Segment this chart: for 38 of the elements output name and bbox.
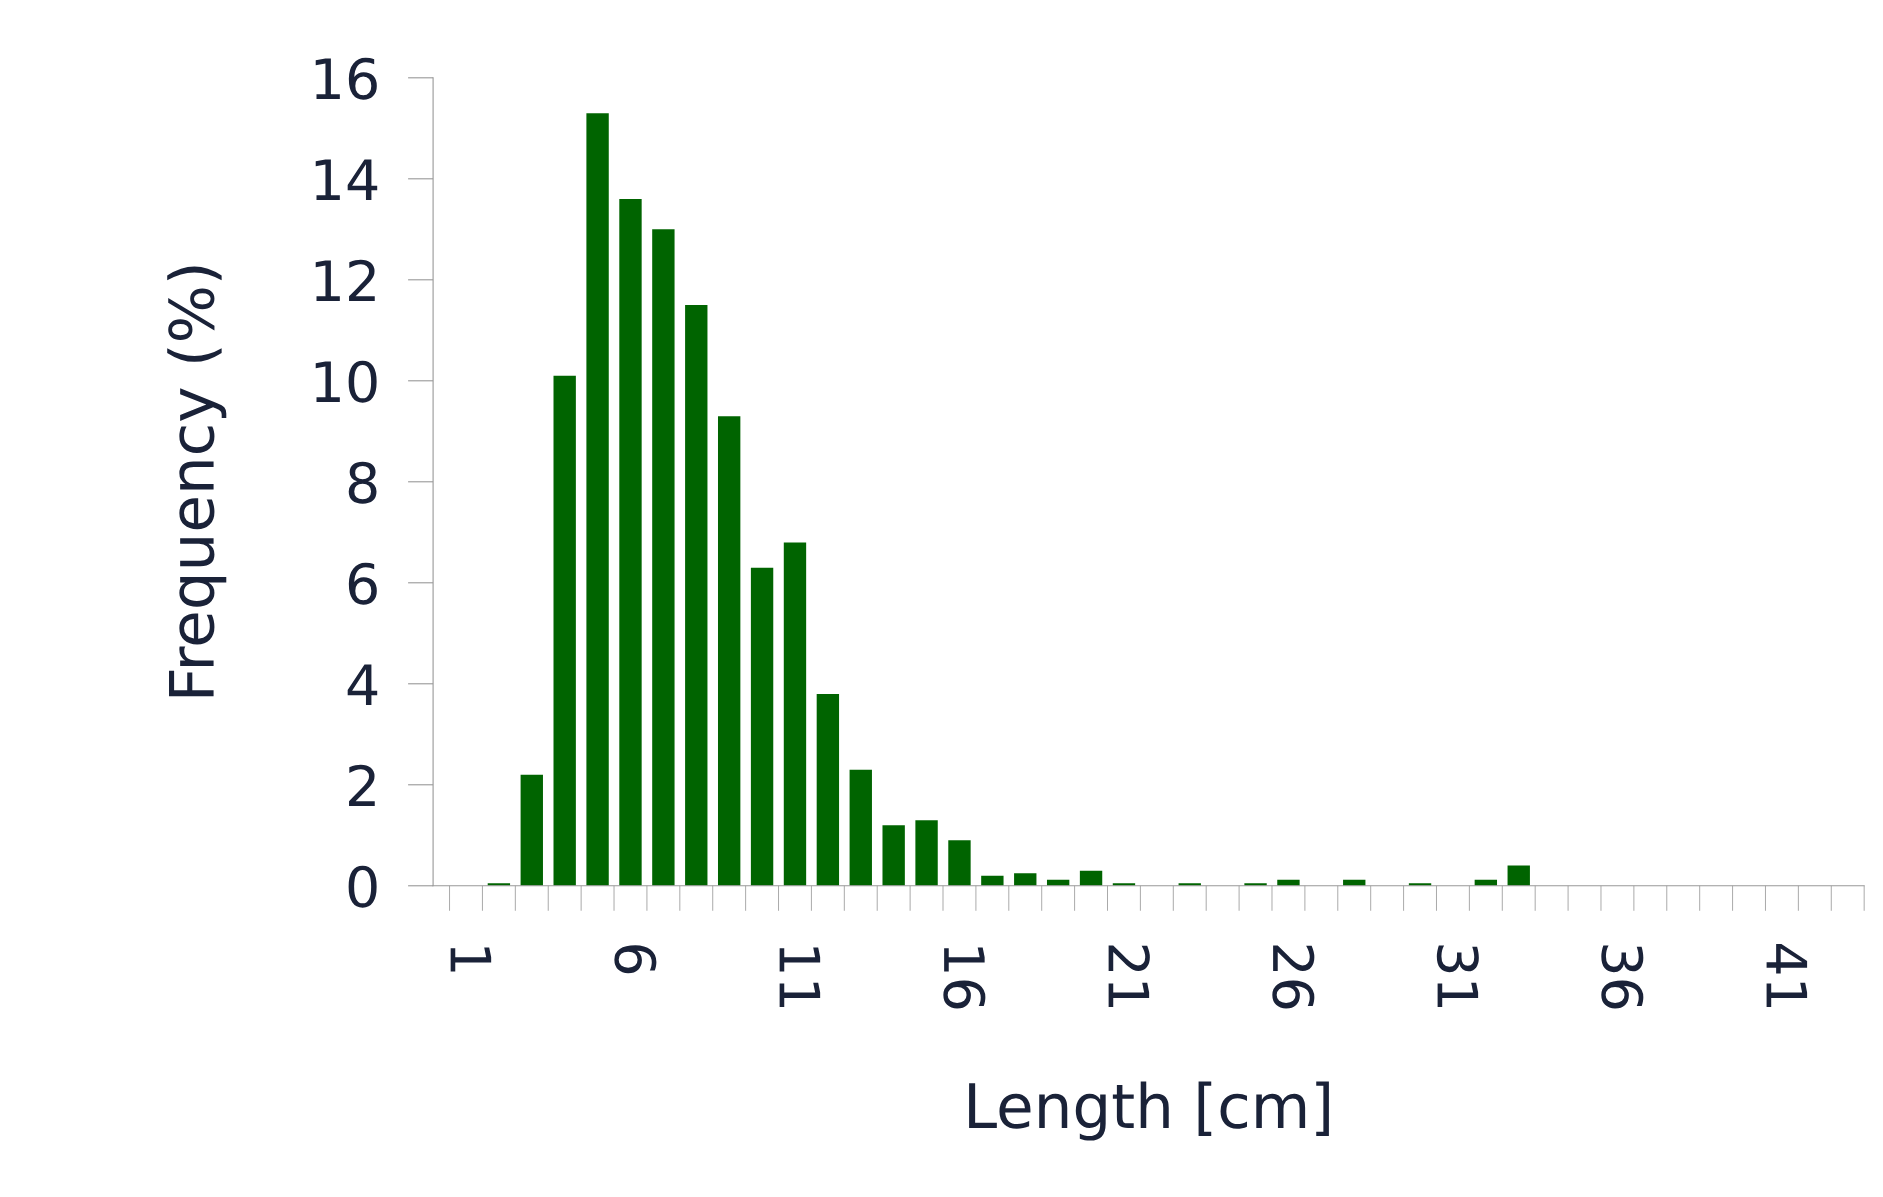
bar	[1079, 870, 1103, 886]
bar	[520, 774, 543, 886]
bar	[849, 769, 872, 886]
y-tick-label: 0	[348, 865, 377, 908]
x-tick-label: 6	[614, 945, 657, 974]
x-tick-label: 16	[943, 947, 986, 1009]
y-tick-label: 12	[315, 259, 375, 301]
bar	[882, 825, 905, 886]
y-tick-label: 4	[347, 664, 378, 705]
x-tick-label: 26	[1272, 945, 1315, 1009]
bar	[981, 875, 1004, 886]
y-tick-label: 8	[348, 461, 377, 504]
bar	[685, 305, 708, 886]
x-tick-label: 31	[1436, 945, 1479, 1007]
bar	[816, 693, 840, 886]
bar	[948, 840, 971, 886]
y-tick-label: 16	[315, 57, 377, 100]
x-tick-label: 11	[779, 947, 821, 1007]
y-tick-label: 2	[349, 764, 375, 806]
bar	[1014, 873, 1037, 886]
bar	[750, 567, 774, 886]
bar	[717, 416, 741, 886]
x-tick-label: 21	[1108, 945, 1150, 1007]
bar	[783, 542, 807, 886]
bar	[553, 375, 576, 886]
x-axis-title: Length [cm]	[969, 1081, 1329, 1141]
bar	[915, 820, 938, 886]
y-tick-label: 14	[315, 159, 378, 200]
x-tick-label: 1	[450, 947, 492, 972]
x-tick-label: 41	[1766, 944, 1808, 1007]
bar	[586, 113, 609, 886]
y-tick-label: 6	[348, 562, 377, 605]
bar	[1507, 865, 1530, 886]
y-axis-title: Frequency (%)	[167, 266, 227, 697]
bar	[619, 199, 642, 886]
x-tick-label: 36	[1601, 945, 1644, 1009]
y-tick-label: 10	[315, 360, 377, 403]
bar	[652, 229, 675, 886]
